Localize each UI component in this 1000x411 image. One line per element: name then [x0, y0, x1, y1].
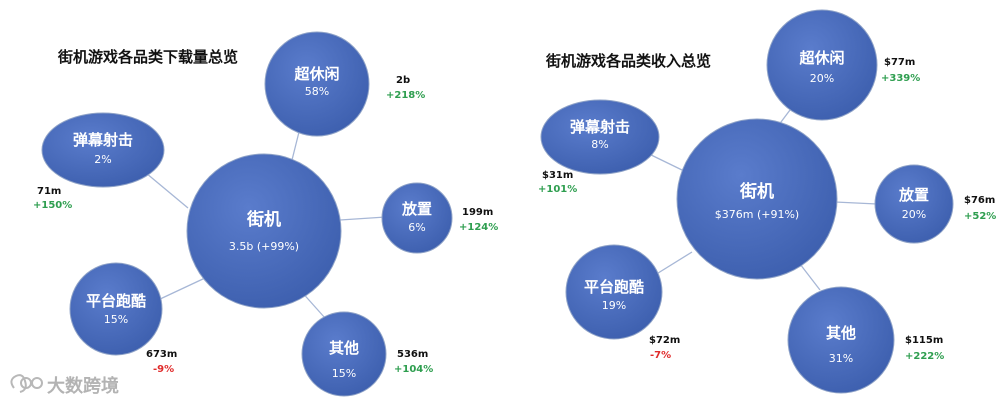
- watermark: 大数跨境: [10, 374, 119, 397]
- node-circle: [264, 31, 370, 137]
- watermark-text: 大数跨境: [47, 375, 119, 397]
- node-value: 71m: [37, 186, 61, 197]
- node-percent: 15%: [332, 367, 356, 380]
- node-hypercasual: 超休闲 58% 2b +218%: [264, 31, 425, 137]
- node-change: +101%: [538, 184, 577, 195]
- center-circle: [186, 153, 342, 309]
- node-value: 2b: [396, 75, 410, 86]
- center-bubble: 街机 $376m (+91%): [676, 118, 838, 280]
- node-circle: [874, 164, 954, 244]
- node-shmup: 弹幕射击 2% 71m +150%: [33, 112, 165, 211]
- node-change: +222%: [905, 351, 944, 362]
- center-value: $376m (+91%): [715, 208, 799, 221]
- link-idle: [339, 216, 387, 221]
- node-value: $77m: [884, 57, 915, 68]
- node-value: $72m: [649, 335, 680, 346]
- revenue-panel: 街机游戏各品类收入总览 街机 $376m (+91%) 超休闲 20% $77m…: [538, 9, 996, 394]
- node-percent: 15%: [104, 313, 128, 326]
- node-name: 平台跑酷: [86, 292, 146, 310]
- node-change: +150%: [33, 200, 72, 211]
- node-idle: 放置 6% 199m +124%: [381, 182, 498, 254]
- node-value: $76m: [964, 195, 995, 206]
- node-change: +104%: [394, 364, 433, 375]
- node-percent: 20%: [902, 208, 926, 221]
- node-circle: [787, 286, 895, 394]
- center-name: 街机: [739, 181, 774, 202]
- node-circle: [381, 182, 453, 254]
- center-name: 街机: [246, 209, 281, 230]
- node-platformer: 平台跑酷 15% 673m -9%: [69, 262, 177, 375]
- watermark-logo-icon: [10, 374, 43, 393]
- node-percent: 19%: [602, 299, 626, 312]
- downloads-panel: 街机游戏各品类下载量总览 街机 3.5b (+99%) 超休闲 58% 2b +…: [33, 31, 498, 397]
- node-circle: [565, 244, 663, 340]
- node-other: 其他 31% $115m +222%: [787, 286, 944, 394]
- node-name: 弹幕射击: [73, 131, 133, 149]
- node-circle: [301, 311, 387, 397]
- node-circle: [69, 262, 163, 356]
- node-circle: [540, 99, 660, 175]
- link-idle: [834, 201, 878, 205]
- node-circle: [766, 9, 878, 121]
- node-value: $115m: [905, 335, 943, 346]
- node-hypercasual: 超休闲 20% $77m +339%: [766, 9, 920, 121]
- node-name: 放置: [401, 200, 432, 218]
- node-change: -9%: [153, 364, 174, 375]
- link-hypercasual: [291, 127, 301, 161]
- node-percent: 20%: [810, 72, 834, 85]
- link-other: [799, 263, 821, 291]
- node-name: 放置: [898, 186, 929, 204]
- node-name: 其他: [329, 339, 359, 357]
- node-circle: [41, 112, 165, 188]
- node-change: +218%: [386, 90, 425, 101]
- center-circle: [676, 118, 838, 280]
- downloads-panel-title: 街机游戏各品类下载量总览: [57, 48, 238, 66]
- node-value: 673m: [146, 349, 177, 360]
- node-name: 弹幕射击: [570, 118, 630, 136]
- node-name: 超休闲: [798, 49, 844, 67]
- node-value: 536m: [397, 349, 428, 360]
- node-percent: 6%: [408, 221, 425, 234]
- node-value: $31m: [542, 170, 573, 181]
- node-change: +52%: [964, 211, 996, 222]
- node-other: 其他 15% 536m +104%: [301, 311, 433, 397]
- node-name: 超休闲: [293, 65, 339, 83]
- node-idle: 放置 20% $76m +52%: [874, 164, 996, 244]
- center-bubble: 街机 3.5b (+99%): [186, 153, 342, 309]
- node-shmup: 弹幕射击 8% $31m +101%: [538, 99, 660, 195]
- link-platformer: [157, 277, 206, 301]
- node-name: 平台跑酷: [584, 278, 644, 296]
- node-percent: 58%: [305, 85, 329, 98]
- node-percent: 31%: [829, 352, 853, 365]
- node-change: +339%: [881, 73, 920, 84]
- node-change: -7%: [650, 350, 671, 361]
- center-value: 3.5b (+99%): [229, 240, 299, 253]
- node-percent: 2%: [94, 153, 111, 166]
- node-platformer: 平台跑酷 19% $72m -7%: [565, 244, 680, 361]
- node-name: 其他: [826, 324, 856, 342]
- node-value: 199m: [462, 207, 493, 218]
- node-change: +124%: [459, 222, 498, 233]
- node-percent: 8%: [591, 138, 608, 151]
- revenue-panel-title: 街机游戏各品类收入总览: [545, 52, 711, 70]
